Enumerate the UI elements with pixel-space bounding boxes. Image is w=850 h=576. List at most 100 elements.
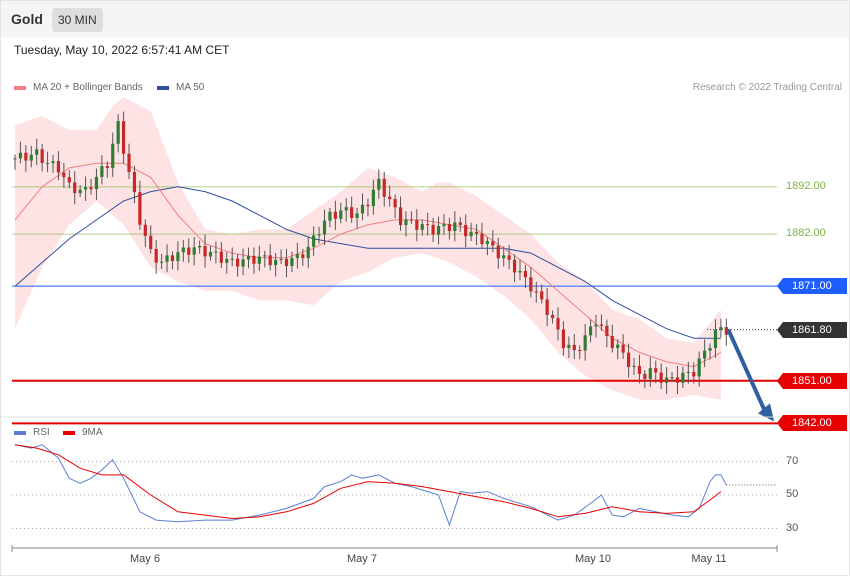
candle-body-95 <box>529 277 533 292</box>
candle-body-18 <box>111 143 115 168</box>
candle-body-104 <box>578 350 582 352</box>
candle-body-127 <box>703 350 707 359</box>
candle-body-75 <box>420 224 424 230</box>
candle-body-108 <box>599 324 604 326</box>
candle-body-32 <box>187 247 191 255</box>
candle-body-11 <box>73 182 77 194</box>
candle-body-109 <box>605 325 609 337</box>
legend-ma20-label: MA 20 + Bollinger Bands <box>33 82 143 93</box>
candle-body-46 <box>263 255 267 257</box>
legend-rsi-ma-label: 9MA <box>82 427 103 438</box>
candle-body-126 <box>697 358 701 377</box>
candle-body-4 <box>35 149 39 155</box>
candle-body-102 <box>567 344 571 349</box>
level-label-last-3: 1861.80 <box>777 321 847 338</box>
candle-body-105 <box>583 335 587 351</box>
candle-body-35 <box>203 245 207 257</box>
candle-body-13 <box>83 187 88 190</box>
candle-body-91 <box>507 255 511 260</box>
candle-body-67 <box>377 178 381 190</box>
timeframe-button[interactable]: 30 MIN <box>52 8 103 32</box>
candle-body-47 <box>268 255 272 266</box>
timestamp: Tuesday, May 10, 2022 6:57:41 AM CET <box>14 43 230 57</box>
candle-body-48 <box>274 259 278 266</box>
candle-body-77 <box>431 224 435 235</box>
level-label-resistance-1: 1882.00 <box>786 227 826 240</box>
candle-body-73 <box>409 219 413 221</box>
candle-body-0 <box>13 158 17 160</box>
candle-body-128 <box>708 348 712 351</box>
candle-body-10 <box>67 177 71 183</box>
candle-body-112 <box>621 344 625 353</box>
legend-ma50-label: MA 50 <box>176 82 205 93</box>
forecast-arrow-head <box>758 403 774 422</box>
forecast-arrow-shaft <box>726 328 767 413</box>
candle-body-61 <box>344 207 348 211</box>
candle-body-107 <box>594 324 598 327</box>
candle-body-22 <box>132 172 137 193</box>
ma50-swatch-icon <box>157 85 169 90</box>
candle-body-51 <box>290 257 294 266</box>
candle-body-88 <box>491 241 495 246</box>
candle-body-29 <box>170 255 175 262</box>
candle-body-116 <box>643 374 647 379</box>
candle-body-101 <box>561 329 566 349</box>
candle-body-92 <box>512 259 517 273</box>
candle-body-82 <box>458 222 462 225</box>
candle-body-87 <box>485 241 490 245</box>
candle-body-37 <box>214 251 218 253</box>
instrument-title: Gold <box>11 11 43 27</box>
legend-rsi[interactable]: RSI <box>14 427 50 438</box>
candle-body-120 <box>665 377 669 383</box>
candle-body-130 <box>719 327 723 331</box>
candle-body-6 <box>45 163 50 165</box>
candle-body-115 <box>637 365 642 375</box>
candle-body-83 <box>464 224 468 237</box>
candle-body-24 <box>143 224 147 236</box>
candle-body-76 <box>426 224 430 226</box>
candle-body-5 <box>40 149 44 164</box>
ma20-line <box>14 162 722 368</box>
level-label-pivot-2: 1871.00 <box>777 278 847 295</box>
candle-body-62 <box>350 207 354 218</box>
candle-body-44 <box>252 255 256 264</box>
candle-body-103 <box>572 344 576 351</box>
candle-body-52 <box>295 254 299 258</box>
candle-body-23 <box>138 192 142 225</box>
candle-body-58 <box>328 211 332 221</box>
candle-body-16 <box>100 166 104 177</box>
legend-rsi-ma[interactable]: 9MA <box>63 427 103 438</box>
candle-body-90 <box>502 255 506 259</box>
candle-body-99 <box>550 315 555 319</box>
candle-body-27 <box>160 261 164 263</box>
candle-body-2 <box>24 152 28 161</box>
candle-body-9 <box>62 172 66 178</box>
candle-body-84 <box>469 231 473 237</box>
candle-body-110 <box>610 336 614 349</box>
x-tick-0: May 6 <box>130 553 160 565</box>
level-label-support-4: 1851.00 <box>777 372 847 389</box>
candle-body-113 <box>626 352 631 368</box>
candle-body-123 <box>681 372 685 383</box>
level-label-resistance-0: 1892.00 <box>786 179 826 192</box>
candle-body-26 <box>154 248 158 263</box>
candle-body-86 <box>480 233 484 245</box>
x-tick-3: May 11 <box>691 553 727 565</box>
candle-body-40 <box>230 258 234 260</box>
candle-body-25 <box>149 235 153 249</box>
candle-body-64 <box>360 204 365 214</box>
candle-body-68 <box>382 178 386 197</box>
legend-ma20[interactable]: MA 20 + Bollinger Bands <box>14 82 143 93</box>
x-tick-1: May 7 <box>347 553 377 565</box>
candle-body-55 <box>312 235 316 247</box>
candle-body-111 <box>616 344 620 349</box>
candle-body-7 <box>51 161 55 164</box>
candle-body-93 <box>518 270 522 273</box>
candle-body-38 <box>219 251 223 263</box>
candle-body-118 <box>654 368 658 373</box>
candle-body-1 <box>18 152 23 159</box>
legend-ma50[interactable]: MA 50 <box>157 82 204 93</box>
candle-body-12 <box>78 189 82 194</box>
